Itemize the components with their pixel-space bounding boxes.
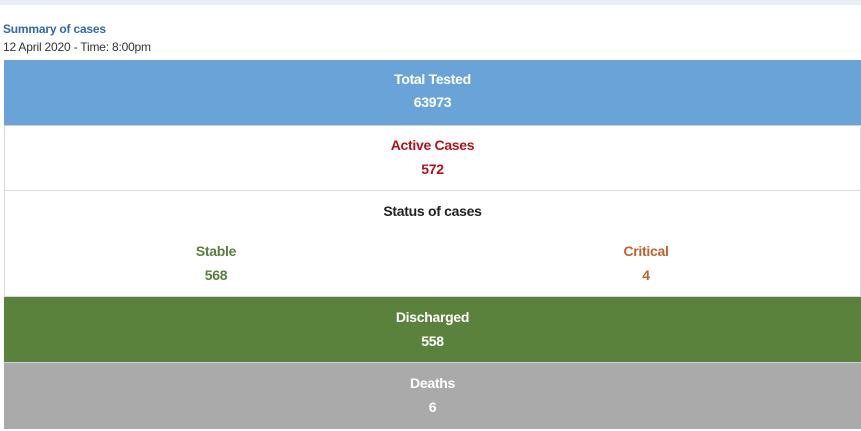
- status-of-cases-card: Status of cases Stable 568 Critical 4: [4, 191, 861, 297]
- active-cases-card: Active Cases 572: [4, 126, 861, 191]
- summary-timestamp: 12 April 2020 - Time: 8:00pm: [3, 40, 151, 54]
- deaths-card: Deaths 6: [4, 363, 861, 429]
- stable-value: 568: [204, 267, 228, 283]
- critical-label: Critical: [623, 243, 669, 259]
- discharged-value: 558: [421, 333, 444, 349]
- deaths-value: 6: [428, 399, 437, 415]
- summary-title: Summary of cases: [3, 22, 106, 36]
- deaths-label: Deaths: [410, 375, 455, 391]
- total-tested-label: Total Tested: [394, 71, 471, 87]
- active-cases-value: 572: [421, 161, 444, 177]
- critical-value: 4: [642, 267, 650, 283]
- stable-label: Stable: [195, 243, 237, 259]
- status-of-cases-title: Status of cases: [383, 203, 482, 219]
- total-tested-value: 63973: [413, 94, 452, 110]
- discharged-label: Discharged: [395, 309, 470, 325]
- total-tested-card: Total Tested 63973: [4, 60, 861, 126]
- active-cases-label: Active Cases: [390, 137, 475, 153]
- discharged-card: Discharged 558: [4, 297, 861, 363]
- top-divider: [0, 0, 861, 5]
